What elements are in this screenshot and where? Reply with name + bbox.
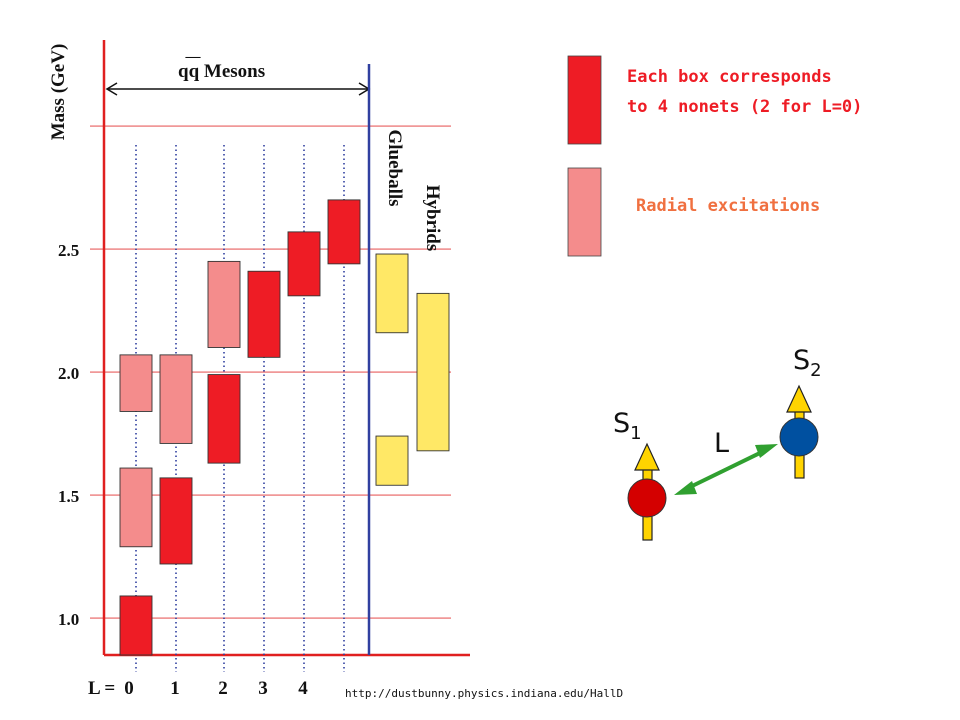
- title-qq: qq: [178, 61, 200, 82]
- x-tick-label: 2: [218, 678, 228, 699]
- radial-box: [119, 354, 153, 412]
- s2-spin-arrowhead: [786, 384, 812, 413]
- x-tick-label: 0: [124, 678, 134, 699]
- l-arrow-line: [685, 448, 767, 491]
- title-qq-overline: —: [185, 49, 202, 65]
- x-tick-labels: 0 1 2 3 4: [124, 678, 308, 699]
- glueballs-label: Glueballs: [384, 129, 405, 206]
- ground-box: [119, 595, 153, 656]
- s2-label: S2: [793, 345, 822, 381]
- exotic-box: [416, 292, 450, 452]
- l-arrowhead-left: [674, 481, 697, 495]
- title-mesons: Mesons: [199, 61, 265, 82]
- s1-label-main: S: [613, 408, 630, 439]
- x-tick-label: 1: [170, 678, 180, 699]
- ground-box: [327, 199, 361, 265]
- ground-box: [247, 270, 281, 358]
- chart-title: qq Mesons: [178, 61, 265, 82]
- y-tick-label: 2.5: [58, 241, 79, 260]
- x-tick-label: 3: [258, 678, 268, 699]
- exotic-box: [375, 435, 409, 486]
- y-tick-label: 2.0: [58, 364, 79, 383]
- s1-label-sub: 1: [630, 423, 641, 444]
- x-axis-prefix: L =: [88, 678, 120, 699]
- y-tick-labels: 1.0 1.5 2.0 2.5: [58, 241, 79, 629]
- ground-box: [287, 231, 321, 297]
- y-tick-label: 1.0: [58, 610, 79, 629]
- s2-quark: [779, 417, 819, 457]
- exotic-box: [375, 253, 409, 334]
- ground-box: [159, 477, 193, 565]
- y-axis-label: Mass (GeV): [48, 44, 69, 141]
- s1-spin-arrowhead: [634, 442, 660, 471]
- radial-box: [159, 354, 193, 444]
- mesons-range-arrow: [105, 82, 371, 96]
- s1-label: S1: [613, 408, 642, 444]
- source-url[interactable]: http://dustbunny.physics.indiana.edu/Hal…: [345, 687, 623, 700]
- legend-radial-swatch: [567, 167, 602, 257]
- ground-box: [207, 374, 241, 464]
- x-tick-label: 4: [298, 678, 308, 699]
- s2-label-sub: 2: [810, 360, 821, 381]
- radial-box: [207, 260, 241, 348]
- spin-diagram: S1 S2 L: [613, 345, 822, 541]
- l-arrowhead-right: [755, 444, 778, 458]
- legend-ground-text-line1: Each box corresponds: [627, 67, 832, 87]
- legend-radial-text: Radial excitations: [636, 196, 820, 216]
- legend-ground-text-line2: to 4 nonets (2 for L=0): [627, 97, 862, 117]
- s2-label-main: S: [793, 345, 810, 376]
- l-label: L: [714, 428, 729, 459]
- legend-ground-swatch: [567, 55, 602, 145]
- mass-boxes: [119, 199, 450, 656]
- y-tick-label: 1.5: [58, 487, 79, 506]
- hybrids-label: Hybrids: [422, 185, 443, 252]
- radial-box: [119, 467, 153, 548]
- s1-quark: [627, 478, 667, 518]
